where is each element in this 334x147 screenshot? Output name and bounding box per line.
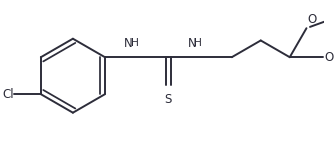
Text: O: O — [307, 14, 317, 26]
Text: O: O — [324, 51, 333, 64]
Text: H: H — [131, 37, 139, 47]
Text: S: S — [165, 93, 172, 106]
Text: Cl: Cl — [2, 88, 14, 101]
Text: H: H — [194, 37, 202, 47]
Text: N: N — [188, 37, 196, 50]
Text: N: N — [124, 37, 133, 50]
